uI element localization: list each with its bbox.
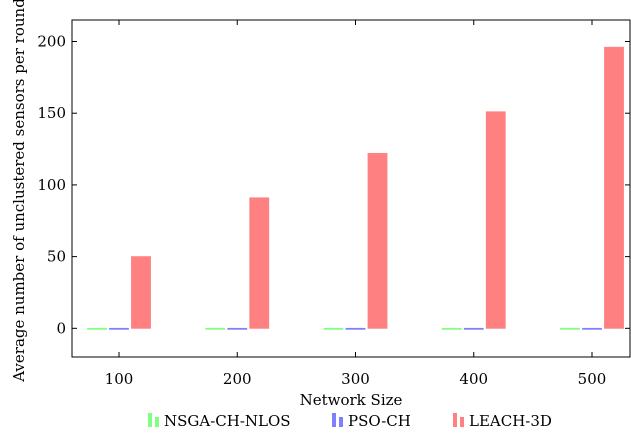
bar [604,46,624,329]
bar [485,111,506,329]
bar [560,327,580,330]
bar [463,327,484,330]
bar [345,327,366,330]
legend-swatch [332,413,336,427]
x-tick-label: 500 [578,370,607,388]
bar [87,327,107,330]
legend-swatch [453,413,457,427]
y-tick-label: 150 [37,104,66,122]
y-tick-label: 0 [56,319,66,337]
x-tick-label: 400 [459,370,488,388]
legend-label: LEACH-3D [469,412,552,430]
legend: NSGA-CH-NLOS PSO-CH LEACH-3D [148,412,552,430]
bar [249,197,270,329]
x-tick-label: 300 [341,370,370,388]
y-tick-label: 200 [37,33,66,51]
bar [441,327,462,330]
bar [205,327,226,330]
legend-label: PSO-CH [348,412,411,430]
y-axis-ticks: 0 50 100 150 200 [37,33,630,337]
bars-group [87,46,624,330]
bar [367,152,388,329]
bar [227,327,248,330]
legend-swatch [155,417,159,427]
legend-swatch [460,417,464,427]
x-axis-label: Network Size [300,391,403,409]
y-tick-label: 100 [37,176,66,194]
x-axis-ticks: 100 200 300 400 500 [105,20,607,388]
legend-swatch [148,413,152,427]
x-tick-label: 100 [105,370,134,388]
bar [131,256,151,329]
bar [582,327,602,330]
bar [323,327,344,330]
y-axis-label: Average number of unclustered sensors pe… [10,0,28,383]
x-tick-label: 200 [223,370,252,388]
bar [109,327,129,330]
legend-swatch [339,417,343,427]
plot-frame [71,19,631,358]
y-tick-label: 50 [47,248,66,266]
legend-label: NSGA-CH-NLOS [164,412,291,430]
